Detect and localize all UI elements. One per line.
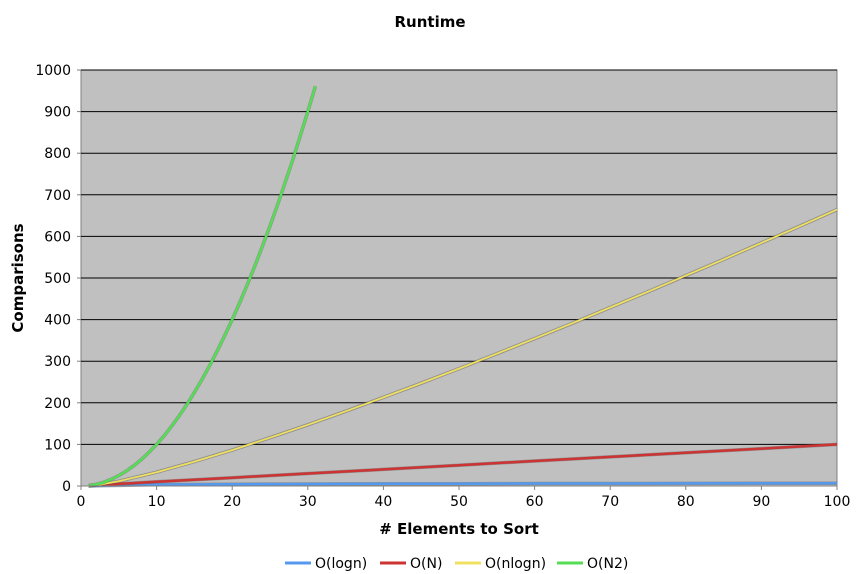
x-tick-label: 60 xyxy=(526,494,544,510)
y-axis-title: Comparisons xyxy=(9,223,27,332)
y-tick-label: 700 xyxy=(44,188,71,204)
x-tick-label: 90 xyxy=(752,494,770,510)
x-tick-label: 20 xyxy=(223,494,241,510)
series-line-O(logn) xyxy=(88,482,837,488)
legend-label: O(nlogn) xyxy=(485,556,546,572)
x-tick-label: 30 xyxy=(299,494,317,510)
y-tick-label: 600 xyxy=(44,229,71,245)
legend-label: O(logn) xyxy=(315,556,367,572)
x-tick-label: 100 xyxy=(824,494,851,510)
y-tick-label: 100 xyxy=(44,437,71,453)
x-tick-label: 0 xyxy=(77,494,86,510)
grid-lines xyxy=(81,69,837,445)
legend-label: O(N2) xyxy=(587,556,628,572)
x-axis-title: # Elements to Sort xyxy=(379,520,539,538)
x-tick-label: 80 xyxy=(677,494,695,510)
x-tick-label: 50 xyxy=(450,494,468,510)
y-tick-label: 1000 xyxy=(35,63,71,79)
x-tick-label: 10 xyxy=(148,494,166,510)
y-tick-label: 0 xyxy=(62,479,71,495)
x-tick-label: 70 xyxy=(601,494,619,510)
series-line-O(nlogn) xyxy=(88,208,838,487)
series-lines xyxy=(88,85,838,488)
chart-title: Runtime xyxy=(394,13,465,31)
legend-label: O(N) xyxy=(410,556,442,572)
y-tick-label: 400 xyxy=(44,313,71,329)
y-tick-label: 200 xyxy=(44,396,71,412)
legend: O(logn) O(N) O(nlogn) O(N2) xyxy=(285,556,628,572)
y-tick-label: 500 xyxy=(44,271,71,287)
x-axis-ticks: 0 10 20 30 40 50 60 70 80 90 100 xyxy=(77,486,851,510)
y-axis-ticks: 0 100 200 300 400 500 600 700 800 900 1000 xyxy=(35,63,81,495)
series-line-O(N2) xyxy=(88,85,317,487)
x-tick-label: 40 xyxy=(374,494,392,510)
y-tick-label: 900 xyxy=(44,105,71,121)
y-tick-label: 300 xyxy=(44,354,71,370)
y-tick-label: 800 xyxy=(44,146,71,162)
series-line-O(N) xyxy=(88,443,838,487)
